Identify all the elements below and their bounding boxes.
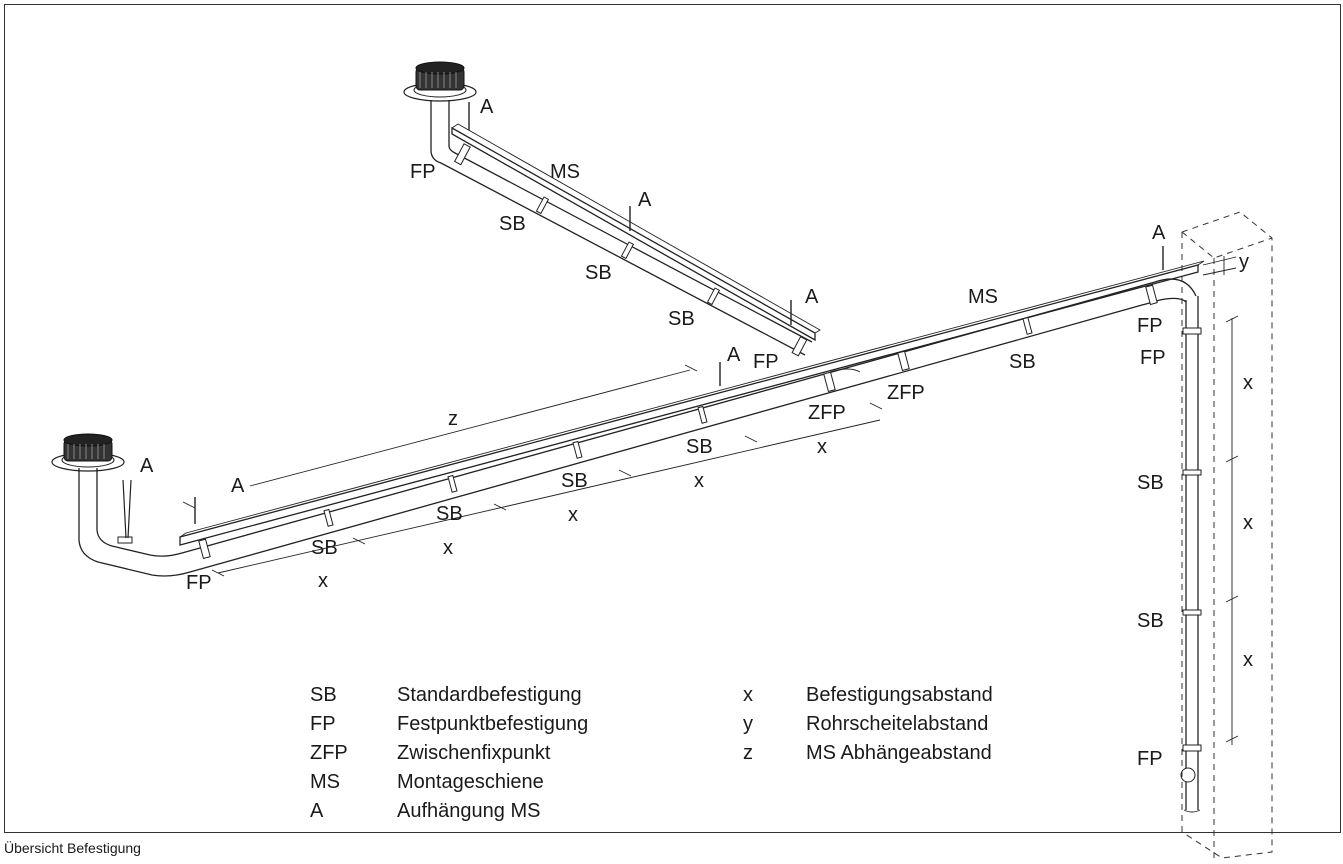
legend-text: Festpunktbefestigung	[397, 713, 588, 735]
legend-code: SB	[310, 684, 337, 706]
clamps	[117, 143, 1202, 752]
legend-code: MS	[310, 771, 340, 793]
legend-code: x	[743, 684, 753, 706]
label-sb-main-4: SB	[686, 436, 713, 458]
legend-text: Montageschiene	[397, 771, 544, 793]
label-z: z	[448, 408, 458, 430]
label-sb-vert-1: SB	[1137, 472, 1164, 494]
label-a-upper-2: A	[638, 189, 652, 211]
vertical-downpipe	[1180, 296, 1201, 813]
label-fp-upper: FP	[410, 161, 436, 183]
label-a-upper-1: A	[480, 96, 494, 118]
legend-text: Zwischenfixpunkt	[397, 742, 551, 764]
dimension-lines	[182, 256, 1239, 745]
label-x-vert-1: x	[1243, 372, 1253, 394]
label-x-main-5: x	[817, 436, 827, 458]
label-sb-main-right: SB	[1009, 351, 1036, 373]
legend-code: y	[743, 713, 753, 735]
hanger-rods	[122, 102, 1164, 539]
label-x-main-2: x	[443, 537, 453, 559]
label-ms-upper: MS	[550, 161, 580, 183]
label-ms-main: MS	[968, 286, 998, 308]
label-sb-main-1: SB	[311, 537, 338, 559]
figure-caption: Übersicht Befestigung	[4, 839, 141, 856]
label-sb-upper-3: SB	[668, 308, 695, 330]
label-fp-junction: FP	[753, 351, 779, 373]
legend-code: FP	[310, 713, 336, 735]
legend-text: Rohrscheitelabstand	[806, 713, 988, 735]
label-fp-right-1: FP	[1137, 315, 1163, 337]
legend-text: Befestigungsabstand	[806, 684, 993, 706]
legend: SB Standardbefestigung FP Festpunktbefes…	[310, 684, 993, 822]
label-sb-upper-1: SB	[499, 213, 526, 235]
legend-text: Standardbefestigung	[397, 684, 582, 706]
legend-code: ZFP	[310, 742, 348, 764]
label-sb-vert-2: SB	[1137, 610, 1164, 632]
label-a-right: A	[1152, 222, 1166, 244]
label-a-main-mid: A	[727, 344, 741, 366]
diagram-labels: A FP MS A SB SB SB A FP A MS A y FP FP S…	[140, 96, 1253, 770]
label-zfp-2: ZFP	[808, 402, 846, 424]
label-x-main-1: x	[318, 570, 328, 592]
label-a-left-1: A	[140, 455, 154, 477]
label-x-main-4: x	[694, 470, 704, 492]
diagram-border	[4, 4, 1341, 833]
label-x-vert-2: x	[1243, 512, 1253, 534]
label-sb-main-3: SB	[561, 470, 588, 492]
label-y: y	[1239, 251, 1249, 273]
legend-code: z	[743, 742, 753, 764]
label-zfp-1: ZFP	[887, 382, 925, 404]
main-pipe	[78, 260, 1205, 577]
roof-drain-top	[403, 61, 477, 102]
upper-branch-pipe	[430, 100, 821, 356]
label-sb-main-2: SB	[436, 503, 463, 525]
legend-text: Aufhängung MS	[397, 800, 540, 822]
label-a-upper-3: A	[805, 286, 819, 308]
label-fp-vert: FP	[1137, 748, 1163, 770]
legend-text: MS Abhängeabstand	[806, 742, 992, 764]
legend-code: A	[310, 800, 324, 822]
label-x-vert-3: x	[1243, 649, 1253, 671]
label-a-left-2: A	[231, 475, 245, 497]
roof-drain-left	[51, 433, 125, 472]
label-fp-right-2: FP	[1140, 347, 1166, 369]
label-x-main-3: x	[568, 504, 578, 526]
label-fp-left: FP	[186, 572, 212, 594]
wall-column-outline	[1181, 211, 1273, 859]
label-sb-upper-2: SB	[585, 262, 612, 284]
